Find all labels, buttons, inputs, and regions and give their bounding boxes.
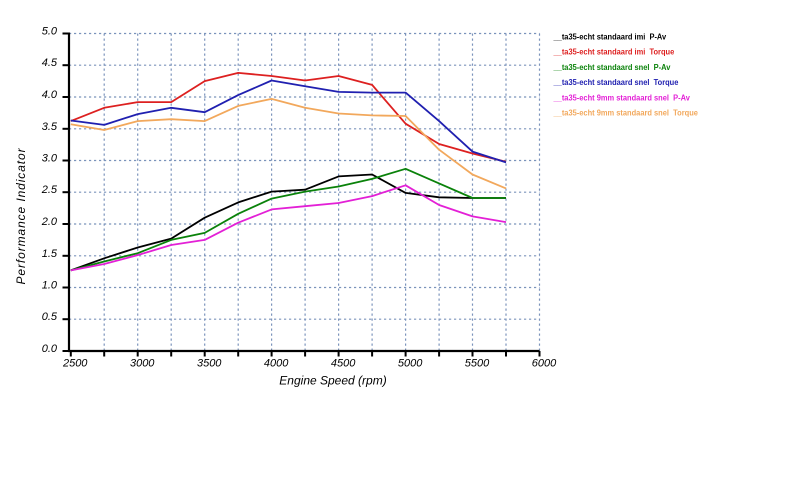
svg-text:__ta35-echt 9mm standaard snel: __ta35-echt 9mm standaard snel P-Av: [553, 93, 691, 103]
svg-text:0.5: 0.5: [42, 311, 58, 323]
svg-text:4.0: 4.0: [42, 89, 58, 101]
svg-text:__ta35-echt standaard imi P-A: __ta35-echt standaard imi P-Av: [553, 32, 667, 42]
svg-text:5000: 5000: [398, 358, 423, 370]
svg-text:2.5: 2.5: [41, 184, 58, 196]
svg-text:3000: 3000: [130, 358, 155, 370]
svg-text:6000: 6000: [532, 358, 557, 370]
svg-text:3.0: 3.0: [42, 153, 58, 165]
svg-text:1.5: 1.5: [42, 248, 58, 260]
svg-text:4500: 4500: [331, 358, 356, 370]
svg-text:3500: 3500: [197, 358, 222, 370]
svg-text:3.5: 3.5: [42, 121, 58, 133]
svg-text:5.0: 5.0: [42, 26, 58, 38]
svg-text:__ta35-echt 9mm standaard snel: __ta35-echt 9mm standaard snel Torque: [553, 108, 699, 118]
svg-text:2.0: 2.0: [41, 216, 58, 228]
svg-text:__ta35-echt standaard snel To: __ta35-echt standaard snel Torque: [553, 78, 679, 88]
svg-text:4.5: 4.5: [42, 57, 58, 69]
svg-text:Performance Indicator: Performance Indicator: [14, 147, 28, 284]
svg-text:__ta35-echt standaard snel P-: __ta35-echt standaard snel P-Av: [553, 62, 671, 72]
svg-text:5500: 5500: [465, 358, 490, 370]
svg-text:Engine Speed (rpm): Engine Speed (rpm): [279, 374, 386, 388]
svg-text:4000: 4000: [264, 358, 289, 370]
svg-text:1.0: 1.0: [42, 280, 58, 292]
svg-text:__ta35-echt standaard imi Tor: __ta35-echt standaard imi Torque: [553, 47, 675, 57]
svg-text:0.0: 0.0: [42, 343, 58, 355]
svg-text:2500: 2500: [62, 358, 88, 370]
